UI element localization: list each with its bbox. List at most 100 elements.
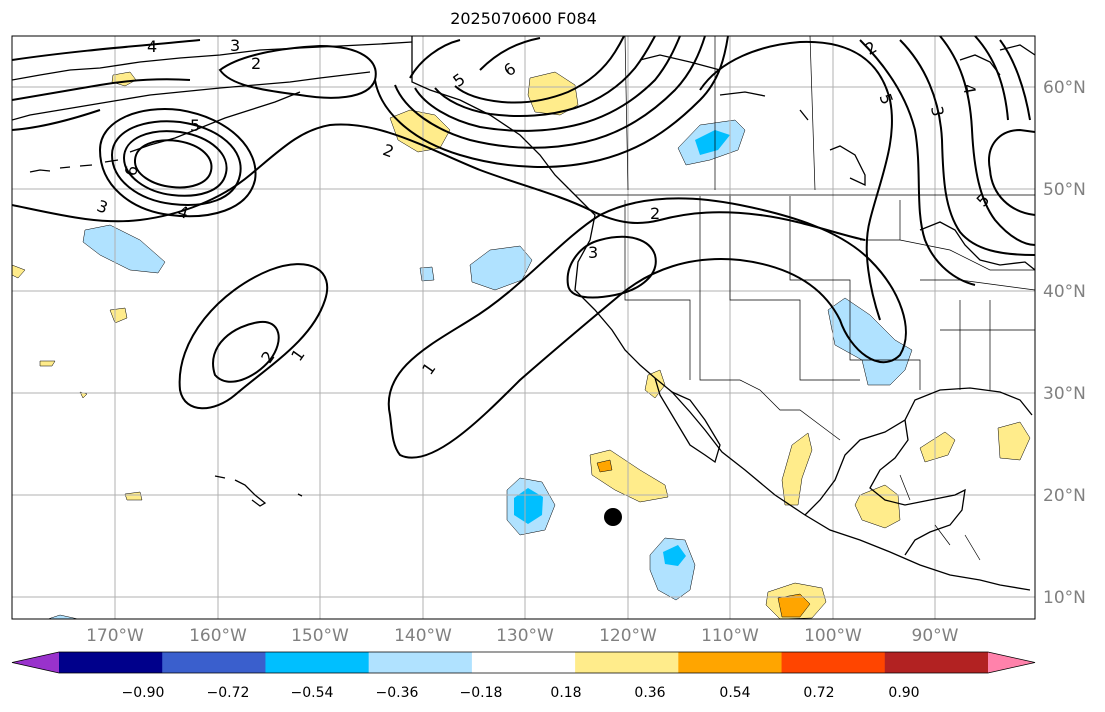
negative-anomaly-area (469, 245, 533, 291)
map-title: 2025070600 F084 (450, 9, 597, 28)
contour-line (454, 36, 625, 104)
lat-label-20n: 20°N (1043, 486, 1086, 506)
moderate-negative-anomaly-area (514, 488, 543, 524)
colorbar-outline (11, 651, 1036, 674)
contour-label: 3 (927, 105, 947, 118)
colorbar-segment (471, 652, 576, 673)
lon-label-110w: 110°W (701, 626, 759, 646)
positive-anomaly-area (109, 307, 128, 324)
lon-label-90w: 90°W (912, 626, 959, 646)
colorbar-extension-low (12, 652, 59, 673)
contour-line (178, 263, 329, 410)
lon-label-150w: 150°W (291, 626, 349, 646)
positive-anomaly-area (111, 71, 137, 87)
contour-label: 3 (588, 243, 598, 262)
colorbar-tick-labels: −0.90 −0.72 −0.54 −0.36 −0.18 0.18 0.36 … (122, 685, 920, 701)
negative-anomaly-area (827, 297, 913, 386)
strong-positive-anomaly-area (777, 593, 811, 618)
colorbar-tick-label: −0.36 (376, 685, 419, 701)
colorbar-tick-label: 0.72 (803, 685, 834, 701)
negative-anomaly-area (82, 224, 166, 274)
contour-line (12, 39, 377, 99)
colorbar-tick-label: −0.18 (460, 685, 503, 701)
contour-label: 6 (121, 164, 141, 177)
positive-anomaly-area (997, 421, 1031, 461)
strong-positive-anomaly-area (596, 459, 613, 473)
contour-label: 4 (176, 202, 191, 223)
lon-label-120w: 120°W (599, 626, 657, 646)
contour-line (212, 320, 280, 383)
coastlines (12, 36, 1035, 591)
colorbar-tick-label: 0.18 (550, 685, 581, 701)
lon-label-170w: 170°W (86, 626, 144, 646)
contour-line (699, 40, 893, 321)
map-frame (11, 35, 1036, 620)
contour-line (122, 130, 228, 197)
moderate-negative-anomaly-area (663, 545, 686, 566)
contour-label: 2 (650, 204, 660, 223)
contour-label: 5 (190, 116, 200, 135)
lat-label-10n: 10°N (1043, 588, 1086, 608)
positive-anomaly-area (39, 360, 56, 367)
positive-anomaly-area (644, 369, 666, 399)
colorbar-tick-label: 0.36 (634, 685, 665, 701)
location-marker (604, 508, 622, 526)
negative-anomaly-area (419, 266, 435, 282)
colorbar-tick-label: 0.54 (719, 685, 750, 701)
lon-label-130w: 130°W (496, 626, 554, 646)
contour-label: 6 (500, 59, 519, 80)
contour-label: 3 (230, 36, 240, 55)
contour-line (374, 36, 729, 168)
lat-label-40n: 40°N (1043, 282, 1086, 302)
contour-label: 5 (875, 91, 896, 107)
lat-label-30n: 30°N (1043, 384, 1086, 404)
contour-line (566, 235, 657, 299)
colorbar (11, 651, 1036, 674)
positive-anomaly-area (12, 264, 26, 279)
contour-lines (12, 36, 1035, 459)
colorbar-segment (59, 652, 163, 673)
contour-line (859, 39, 976, 286)
positive-anomaly-area (124, 491, 143, 501)
negative-anomaly-area (47, 614, 79, 619)
contour-label: 2 (380, 140, 396, 161)
contour-line (939, 36, 1035, 246)
contour-line (414, 36, 681, 132)
contour-label: 3 (94, 196, 110, 217)
positive-anomaly-area (781, 432, 813, 506)
contour-label: 2 (862, 37, 880, 59)
contour-label: 1 (418, 359, 439, 378)
colorbar-segment (884, 652, 989, 673)
contour-label: 2 (251, 54, 261, 73)
contour-label: 4 (959, 82, 979, 95)
colorbar-segment (575, 652, 679, 673)
latitude-labels: 60°N 50°N 40°N 30°N 20°N 10°N (1043, 78, 1086, 608)
contour-line (409, 37, 541, 79)
lat-label-50n: 50°N (1043, 180, 1086, 200)
lon-label-100w: 100°W (804, 626, 862, 646)
positive-anomaly-area (589, 449, 669, 503)
contour-line (434, 36, 656, 117)
colorbar-tick-label: 0.90 (888, 685, 919, 701)
contour-line (98, 108, 257, 218)
gridlines (12, 36, 1035, 619)
colorbar-tick-label: −0.54 (291, 685, 334, 701)
contour-line (974, 36, 1035, 216)
contour-line (12, 78, 191, 131)
contour-line (110, 120, 242, 206)
colorbar-segment (678, 652, 783, 673)
positive-anomaly-area (919, 431, 956, 463)
contour-line (394, 36, 706, 149)
colorbar-segment (265, 652, 370, 673)
contour-label: 4 (147, 37, 157, 56)
colorbar-segment (368, 652, 473, 673)
map-panel: 1 1 2 2 2 2 3 3 3 4 4 5 5 5 6 6 2 3 4 5 (12, 36, 1035, 619)
colorbar-segment (781, 652, 886, 673)
contour-label: 5 (973, 190, 994, 211)
moderate-negative-anomaly-area (695, 130, 730, 155)
positive-anomaly-area (854, 484, 901, 529)
contour-line (133, 139, 213, 189)
colorbar-tick-label: −0.90 (122, 685, 165, 701)
contour-label: 1 (287, 345, 308, 364)
